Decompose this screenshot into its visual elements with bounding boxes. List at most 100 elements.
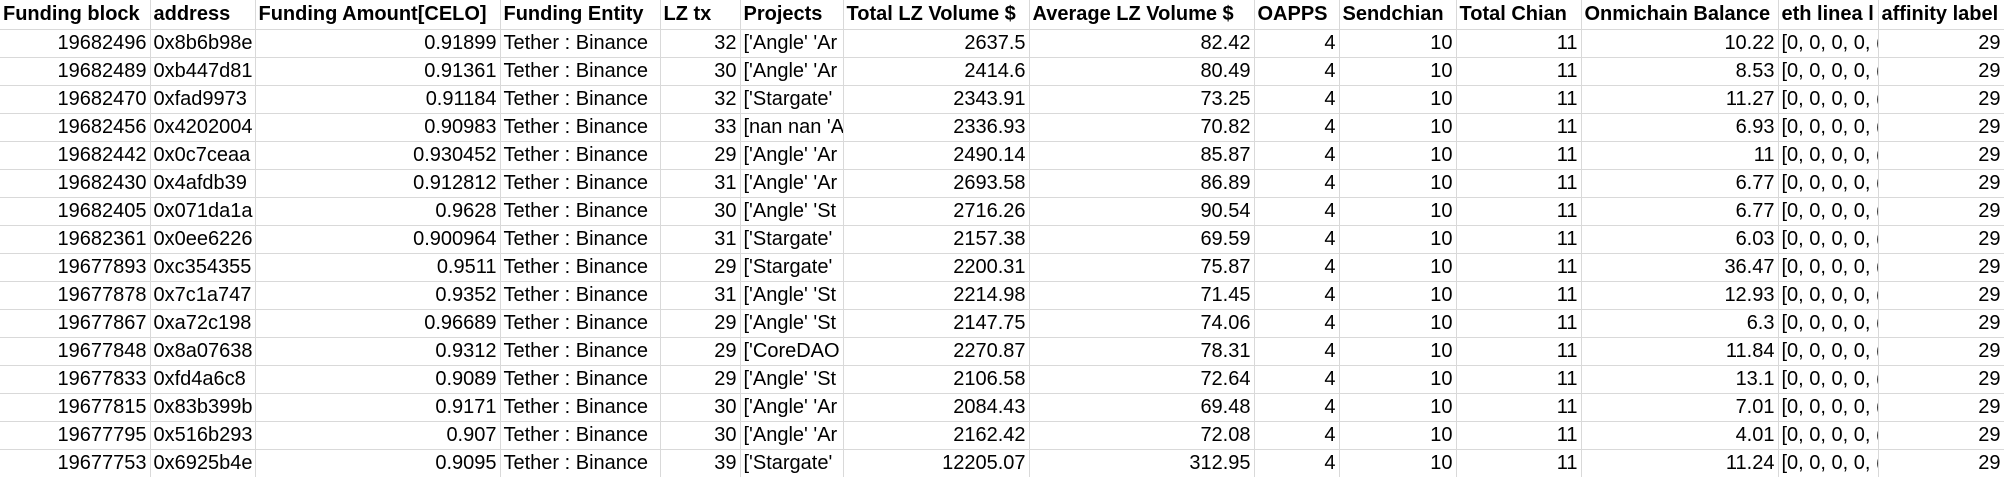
cell-average-lz-volume[interactable]: 78.31: [1029, 337, 1255, 366]
header-eth-linea[interactable]: eth linea l: [1778, 0, 1879, 30]
cell-oapps[interactable]: 4: [1254, 169, 1340, 198]
cell-total-lz-volume[interactable]: 2200.31: [843, 253, 1030, 282]
cell-oapps[interactable]: 4: [1254, 253, 1340, 282]
cell-lz-tx[interactable]: 30: [660, 421, 741, 450]
cell-address[interactable]: 0x7c1a747: [150, 281, 256, 310]
cell-funding-amount[interactable]: 0.912812: [255, 169, 501, 198]
cell-oapps[interactable]: 4: [1254, 225, 1340, 254]
cell-total-chian[interactable]: 11: [1456, 29, 1582, 58]
cell-funding-amount[interactable]: 0.91899: [255, 29, 501, 58]
cell-funding-entity[interactable]: Tether : Binance: [500, 85, 661, 114]
cell-onmichain-balance[interactable]: 36.47: [1581, 253, 1779, 282]
cell-funding-entity[interactable]: Tether : Binance: [500, 113, 661, 142]
cell-total-chian[interactable]: 11: [1456, 449, 1582, 477]
cell-average-lz-volume[interactable]: 75.87: [1029, 253, 1255, 282]
cell-eth-linea[interactable]: [0, 0, 0, 0, (: [1778, 169, 1879, 198]
cell-projects[interactable]: ['Angle' 'St: [740, 197, 844, 226]
cell-sendchian[interactable]: 10: [1339, 421, 1457, 450]
cell-funding-entity[interactable]: Tether : Binance: [500, 421, 661, 450]
cell-funding-block[interactable]: 19677795: [0, 421, 151, 450]
cell-average-lz-volume[interactable]: 71.45: [1029, 281, 1255, 310]
cell-total-chian[interactable]: 11: [1456, 337, 1582, 366]
cell-projects[interactable]: [nan nan 'A: [740, 113, 844, 142]
cell-funding-block[interactable]: 19677893: [0, 253, 151, 282]
cell-lz-tx[interactable]: 31: [660, 225, 741, 254]
cell-projects[interactable]: ['Angle' 'Ar: [740, 57, 844, 86]
cell-affinity-label[interactable]: 29: [1878, 309, 2004, 338]
cell-onmichain-balance[interactable]: 6.3: [1581, 309, 1779, 338]
cell-total-lz-volume[interactable]: 2084.43: [843, 393, 1030, 422]
cell-eth-linea[interactable]: [0, 0, 0, 0, (: [1778, 421, 1879, 450]
cell-funding-block[interactable]: 19677848: [0, 337, 151, 366]
cell-address[interactable]: 0xc354355: [150, 253, 256, 282]
cell-eth-linea[interactable]: [0, 0, 0, 0, (: [1778, 29, 1879, 58]
cell-total-chian[interactable]: 11: [1456, 169, 1582, 198]
cell-total-chian[interactable]: 11: [1456, 393, 1582, 422]
cell-funding-amount[interactable]: 0.91361: [255, 57, 501, 86]
cell-funding-block[interactable]: 19677753: [0, 449, 151, 477]
cell-sendchian[interactable]: 10: [1339, 113, 1457, 142]
cell-average-lz-volume[interactable]: 312.95: [1029, 449, 1255, 477]
cell-funding-block[interactable]: 19677833: [0, 365, 151, 394]
cell-affinity-label[interactable]: 29: [1878, 421, 2004, 450]
cell-average-lz-volume[interactable]: 86.89: [1029, 169, 1255, 198]
cell-eth-linea[interactable]: [0, 0, 0, 0, (: [1778, 449, 1879, 477]
cell-eth-linea[interactable]: [0, 0, 0, 0, (: [1778, 85, 1879, 114]
cell-projects[interactable]: ['Angle' 'Ar: [740, 169, 844, 198]
cell-lz-tx[interactable]: 29: [660, 141, 741, 170]
cell-projects[interactable]: ['Stargate': [740, 225, 844, 254]
cell-lz-tx[interactable]: 30: [660, 57, 741, 86]
cell-address[interactable]: 0xfd4a6c8: [150, 365, 256, 394]
cell-funding-block[interactable]: 19682405: [0, 197, 151, 226]
cell-address[interactable]: 0x6925b4e: [150, 449, 256, 477]
cell-funding-amount[interactable]: 0.96689: [255, 309, 501, 338]
cell-total-lz-volume[interactable]: 2214.98: [843, 281, 1030, 310]
cell-funding-amount[interactable]: 0.9089: [255, 365, 501, 394]
header-funding-amount[interactable]: Funding Amount[CELO]: [255, 0, 501, 30]
cell-onmichain-balance[interactable]: 11.84: [1581, 337, 1779, 366]
cell-sendchian[interactable]: 10: [1339, 169, 1457, 198]
cell-lz-tx[interactable]: 39: [660, 449, 741, 477]
cell-affinity-label[interactable]: 29: [1878, 281, 2004, 310]
cell-lz-tx[interactable]: 31: [660, 281, 741, 310]
cell-lz-tx[interactable]: 29: [660, 253, 741, 282]
cell-onmichain-balance[interactable]: 6.03: [1581, 225, 1779, 254]
cell-affinity-label[interactable]: 29: [1878, 337, 2004, 366]
cell-affinity-label[interactable]: 29: [1878, 57, 2004, 86]
cell-funding-amount[interactable]: 0.9628: [255, 197, 501, 226]
cell-onmichain-balance[interactable]: 6.93: [1581, 113, 1779, 142]
cell-sendchian[interactable]: 10: [1339, 309, 1457, 338]
header-lz-tx[interactable]: LZ tx: [660, 0, 741, 30]
cell-eth-linea[interactable]: [0, 0, 0, 0, (: [1778, 197, 1879, 226]
cell-funding-amount[interactable]: 0.930452: [255, 141, 501, 170]
cell-sendchian[interactable]: 10: [1339, 281, 1457, 310]
header-total-lz-volume[interactable]: Total LZ Volume $: [843, 0, 1030, 30]
cell-address[interactable]: 0x4afdb39: [150, 169, 256, 198]
cell-funding-entity[interactable]: Tether : Binance: [500, 169, 661, 198]
cell-address[interactable]: 0x8b6b98e: [150, 29, 256, 58]
cell-sendchian[interactable]: 10: [1339, 449, 1457, 477]
cell-oapps[interactable]: 4: [1254, 393, 1340, 422]
cell-total-lz-volume[interactable]: 2637.5: [843, 29, 1030, 58]
cell-funding-entity[interactable]: Tether : Binance: [500, 309, 661, 338]
cell-affinity-label[interactable]: 29: [1878, 225, 2004, 254]
cell-address[interactable]: 0x0c7ceaa: [150, 141, 256, 170]
cell-onmichain-balance[interactable]: 10.22: [1581, 29, 1779, 58]
header-total-chian[interactable]: Total Chian: [1456, 0, 1582, 30]
cell-average-lz-volume[interactable]: 74.06: [1029, 309, 1255, 338]
cell-eth-linea[interactable]: [0, 0, 0, 0, (: [1778, 337, 1879, 366]
cell-lz-tx[interactable]: 30: [660, 393, 741, 422]
cell-oapps[interactable]: 4: [1254, 57, 1340, 86]
cell-total-lz-volume[interactable]: 2716.26: [843, 197, 1030, 226]
cell-funding-entity[interactable]: Tether : Binance: [500, 365, 661, 394]
cell-sendchian[interactable]: 10: [1339, 253, 1457, 282]
cell-oapps[interactable]: 4: [1254, 449, 1340, 477]
cell-oapps[interactable]: 4: [1254, 365, 1340, 394]
cell-total-chian[interactable]: 11: [1456, 113, 1582, 142]
cell-eth-linea[interactable]: [0, 0, 0, 0, (: [1778, 113, 1879, 142]
cell-address[interactable]: 0x516b293: [150, 421, 256, 450]
cell-projects[interactable]: ['Angle' 'Ar: [740, 141, 844, 170]
cell-funding-block[interactable]: 19682361: [0, 225, 151, 254]
cell-lz-tx[interactable]: 32: [660, 29, 741, 58]
header-funding-entity[interactable]: Funding Entity: [500, 0, 661, 30]
